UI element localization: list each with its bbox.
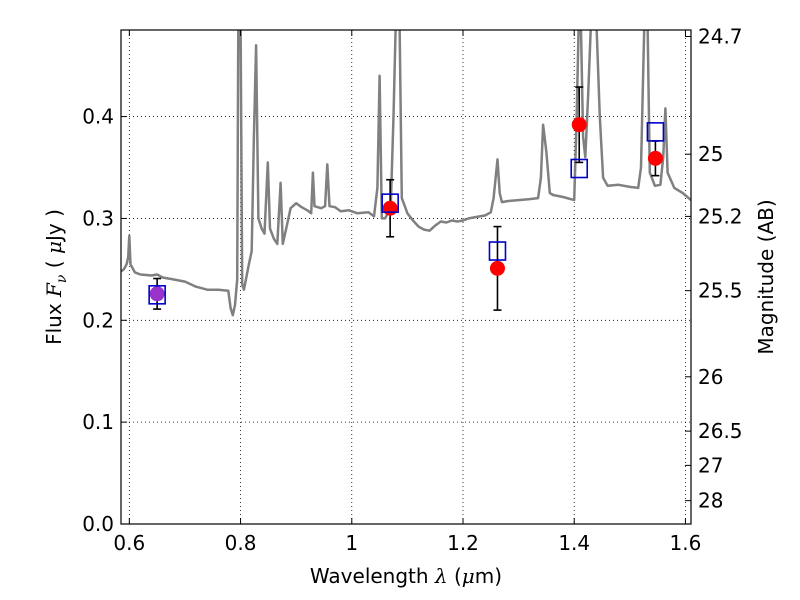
x-tick-label: 0.6: [113, 531, 145, 555]
y-tick-label: 0.4: [82, 105, 114, 129]
axis-ticks: 0.6 0.8 1 1.2 1.4 1.6 0.0 0.1 0.2 0.3 0.4 24.7 25 25.…: [82, 24, 742, 555]
x-tick-label: 1: [345, 531, 358, 555]
magnitude-axis-title: Magnitude (AB): [754, 199, 778, 354]
magnitude-tick-label: 26.5: [698, 419, 743, 443]
x-tick-label: 1.4: [558, 531, 590, 555]
spectrum-line: [121, 30, 691, 317]
grid: [121, 30, 691, 524]
model-flux-point: [646, 122, 665, 142]
model-flux-point: [488, 241, 507, 261]
model-flux-point: [570, 158, 589, 179]
y-axis-title: Flux Fν ( μJy ): [42, 209, 70, 345]
observed-flux-point: [382, 200, 398, 216]
observed-flux-point: [571, 117, 587, 133]
magnitude-tick-label: 26: [698, 365, 723, 389]
x-tick-label: 1.6: [670, 531, 702, 555]
y-tick-label: 0.2: [82, 308, 114, 332]
x-tick-label: 1.2: [447, 531, 479, 555]
y-tick-label: 0.1: [82, 410, 114, 434]
model-flux-point: [381, 193, 399, 213]
x-tick-label: 0.8: [225, 531, 257, 555]
plot-area: [121, 30, 691, 317]
observed-flux-point: [489, 260, 505, 276]
x-axis-title: Wavelength λ (μm): [310, 564, 502, 588]
model-flux-point: [148, 285, 166, 305]
magnitude-tick-label: 25: [698, 142, 723, 166]
magnitude-tick-label: 24.7: [698, 24, 743, 48]
y-tick-label: 0.3: [82, 206, 114, 230]
plot-frame: [120, 29, 692, 525]
y-tick-label: 0.0: [82, 512, 114, 536]
magnitude-tick-label: 25.2: [698, 204, 743, 228]
magnitude-tick-label: 25.5: [698, 279, 743, 303]
observed-flux-point: [647, 150, 663, 166]
magnitude-tick-label: 28: [698, 489, 723, 513]
observed-flux-point: [149, 286, 165, 302]
magnitude-tick-label: 27: [698, 453, 723, 477]
